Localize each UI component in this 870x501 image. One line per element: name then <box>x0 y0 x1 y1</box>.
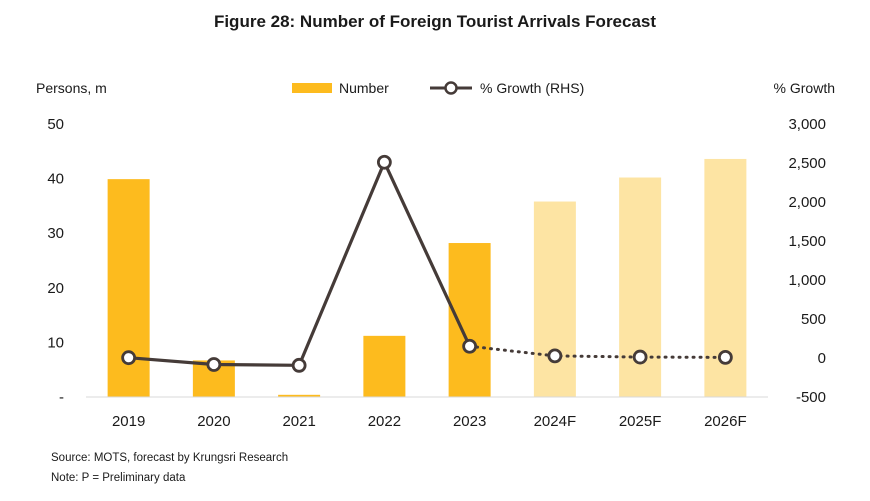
right-tick-label: 500 <box>801 311 826 328</box>
bar-2021 <box>278 394 321 397</box>
growth-point-2021 <box>291 357 307 373</box>
growth-point-2023 <box>462 338 478 354</box>
x-tick-label: 2021 <box>282 413 315 430</box>
growth-point-2024F <box>547 348 563 364</box>
growth-point-2026F <box>717 349 733 365</box>
x-axis-ticks: 2019 2020 2021 2022 2023 2024F 2025F 2026F <box>112 413 747 430</box>
x-tick-label: 2023 <box>453 413 486 430</box>
left-tick-label: 40 <box>47 171 64 188</box>
growth-line-actual <box>128 160 472 367</box>
legend-swatch-number <box>292 83 332 93</box>
x-tick-label: 2019 <box>112 413 145 430</box>
growth-point-2020 <box>206 357 222 372</box>
bar-2022 <box>363 335 406 397</box>
left-tick-label: - <box>59 389 64 406</box>
x-tick-label: 2026F <box>704 413 747 430</box>
right-axis-label: % Growth <box>774 80 835 96</box>
preliminary-note: Note: P = Preliminary data <box>51 472 186 484</box>
growth-point-2022 <box>376 154 392 170</box>
source-note: Source: MOTS, forecast by Krungsri Resea… <box>51 452 288 464</box>
left-axis-label: Persons, m <box>36 80 107 96</box>
growth-line-forecast <box>468 344 727 359</box>
right-tick-label: 0 <box>818 350 826 367</box>
bar-2024F <box>533 201 576 397</box>
legend: Number % Growth (RHS) <box>292 80 584 96</box>
right-tick-label: 2,000 <box>788 194 826 211</box>
right-tick-label: 3,000 <box>788 116 826 133</box>
x-tick-label: 2024F <box>534 413 577 430</box>
left-tick-label: 50 <box>47 116 64 133</box>
x-tick-label: 2025F <box>619 413 662 430</box>
bar-series <box>107 158 747 397</box>
right-axis-ticks: -500 0 500 1,000 1,500 2,000 2,500 3,000 <box>788 116 826 406</box>
bar-2023 <box>448 243 491 397</box>
legend-label-growth: % Growth (RHS) <box>480 80 584 96</box>
right-tick-label: 2,500 <box>788 155 826 172</box>
growth-point-2019 <box>121 350 137 366</box>
right-tick-label: 1,500 <box>788 233 826 250</box>
x-tick-label: 2020 <box>197 413 230 430</box>
x-tick-label: 2022 <box>368 413 401 430</box>
right-tick-label: -500 <box>796 389 826 406</box>
right-tick-label: 1,000 <box>788 272 826 289</box>
chart-title: Figure 28: Number of Foreign Tourist Arr… <box>214 12 656 31</box>
growth-point-2025F <box>632 349 648 365</box>
growth-line-series <box>121 154 733 373</box>
legend-label-number: Number <box>339 80 389 96</box>
left-axis-ticks: - 10 20 30 40 50 <box>47 116 64 406</box>
left-tick-label: 30 <box>47 225 64 242</box>
left-tick-label: 20 <box>47 280 64 297</box>
legend-marker-growth <box>444 81 458 95</box>
left-tick-label: 10 <box>47 334 64 351</box>
